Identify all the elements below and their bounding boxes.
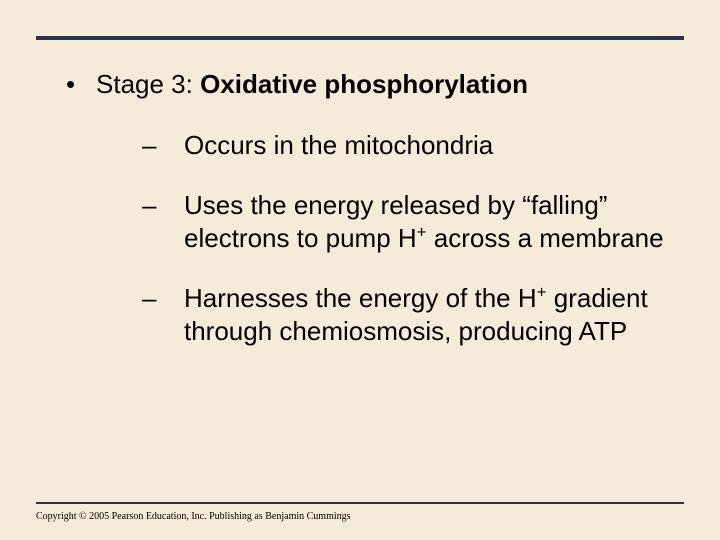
top-rule (36, 36, 684, 40)
sub-bullet-text: Uses the energy released by “falling” el… (184, 189, 670, 254)
bullet-marker: • (60, 69, 96, 100)
main-bullet-text: Stage 3: Oxidative phosphorylation (96, 68, 528, 101)
dash-marker: – (142, 130, 184, 161)
text-fragment: Harnesses the energy of the H (184, 283, 537, 313)
bottom-rule (36, 502, 684, 504)
superscript: + (417, 222, 427, 241)
sub-bullet: – Uses the energy released by “falling” … (142, 189, 670, 254)
text-fragment: across a membrane (427, 223, 664, 253)
slide-content: • Stage 3: Oxidative phosphorylation – O… (60, 68, 670, 375)
superscript: + (537, 282, 547, 301)
dash-marker: – (142, 283, 184, 314)
main-prefix: Stage 3: (96, 69, 200, 99)
main-bold: Oxidative phosphorylation (200, 69, 528, 99)
main-bullet: • Stage 3: Oxidative phosphorylation (60, 68, 670, 101)
sub-bullet-text: Occurs in the mitochondria (184, 129, 493, 162)
copyright-text: Copyright © 2005 Pearson Education, Inc.… (36, 511, 351, 522)
sub-bullet-list: – Occurs in the mitochondria – Uses the … (60, 129, 670, 348)
sub-bullet: – Harnesses the energy of the H+ gradien… (142, 282, 670, 347)
sub-bullet-text: Harnesses the energy of the H+ gradient … (184, 282, 670, 347)
sub-bullet: – Occurs in the mitochondria (142, 129, 670, 162)
dash-marker: – (142, 190, 184, 221)
